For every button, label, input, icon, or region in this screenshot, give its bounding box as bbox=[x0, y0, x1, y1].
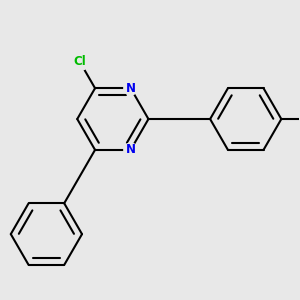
Text: N: N bbox=[126, 82, 136, 95]
Text: N: N bbox=[126, 143, 136, 156]
Circle shape bbox=[70, 52, 89, 71]
Text: Cl: Cl bbox=[73, 55, 86, 68]
Circle shape bbox=[124, 143, 137, 157]
Circle shape bbox=[124, 81, 137, 95]
